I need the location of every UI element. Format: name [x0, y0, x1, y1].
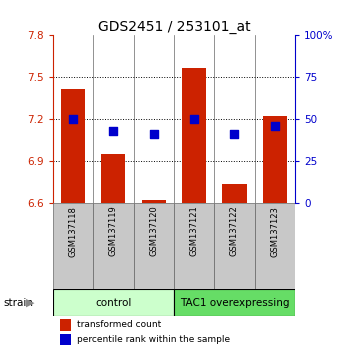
- Point: [70, 116, 76, 122]
- Bar: [214, 203, 255, 290]
- Text: transformed count: transformed count: [77, 320, 161, 329]
- Bar: [53, 290, 174, 316]
- Bar: [61, 88, 85, 203]
- Text: percentile rank within the sample: percentile rank within the sample: [77, 335, 230, 344]
- Text: GSM137122: GSM137122: [230, 206, 239, 257]
- Text: GSM137120: GSM137120: [149, 206, 158, 257]
- Bar: [134, 203, 174, 290]
- Bar: [93, 203, 134, 290]
- Bar: [182, 68, 206, 203]
- Bar: [174, 203, 214, 290]
- Bar: [60, 333, 71, 346]
- Bar: [53, 203, 93, 290]
- Bar: [263, 116, 287, 203]
- Bar: [142, 200, 166, 203]
- Bar: [101, 154, 125, 203]
- Title: GDS2451 / 253101_at: GDS2451 / 253101_at: [98, 21, 250, 34]
- Bar: [255, 203, 295, 290]
- Point: [151, 132, 157, 137]
- Point: [272, 123, 278, 129]
- Bar: [174, 290, 295, 316]
- Text: GSM137118: GSM137118: [69, 206, 77, 257]
- Text: strain: strain: [3, 298, 33, 308]
- Text: ▶: ▶: [26, 298, 34, 308]
- Bar: [222, 184, 247, 203]
- Bar: [60, 319, 71, 331]
- Text: GSM137121: GSM137121: [190, 206, 198, 257]
- Point: [232, 132, 237, 137]
- Point: [191, 116, 197, 122]
- Point: [110, 128, 116, 134]
- Text: GSM137123: GSM137123: [270, 206, 279, 257]
- Text: control: control: [95, 298, 132, 308]
- Text: GSM137119: GSM137119: [109, 206, 118, 257]
- Text: TAC1 overexpressing: TAC1 overexpressing: [180, 298, 289, 308]
